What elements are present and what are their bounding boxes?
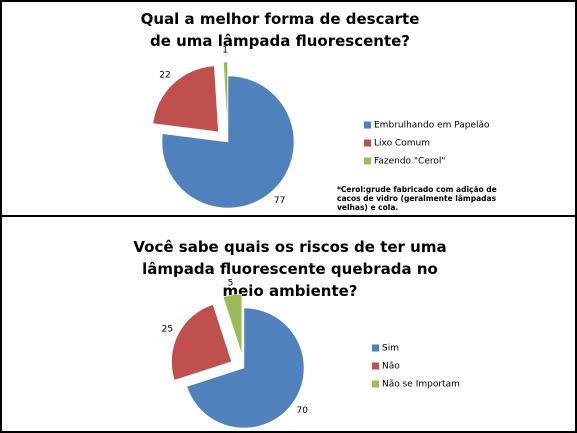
data-label: 5 bbox=[228, 279, 234, 289]
pie-slice bbox=[223, 61, 228, 129]
legend-swatch bbox=[364, 139, 371, 147]
data-label: 77 bbox=[274, 196, 285, 206]
chart-title: Você sabe quais os riscos de ter uma lâm… bbox=[133, 238, 447, 300]
data-label: 22 bbox=[159, 70, 170, 80]
data-label: 70 bbox=[297, 406, 309, 416]
legend-label: Embrulhando em Papelão bbox=[374, 121, 490, 131]
pie-slice bbox=[186, 307, 305, 429]
separator bbox=[0, 215, 577, 217]
pie-slice bbox=[161, 75, 295, 209]
annotation: *Cerol:grude fabricado com adição de cac… bbox=[337, 185, 497, 212]
legend-label: Sim bbox=[382, 344, 399, 354]
legend-swatch bbox=[364, 157, 371, 165]
legend-swatch bbox=[372, 362, 379, 370]
legend-label: Fazendo "Cerol" bbox=[374, 157, 446, 167]
legend-label: Não bbox=[382, 362, 400, 372]
pie-slice bbox=[222, 293, 243, 355]
chart-title: Qual a melhor forma de descarte de uma l… bbox=[140, 10, 420, 50]
legend-swatch bbox=[364, 121, 371, 129]
legend-label: Lixo Comum bbox=[374, 139, 430, 149]
legend-swatch bbox=[372, 344, 379, 352]
data-label: 25 bbox=[162, 324, 173, 334]
pie-slice bbox=[171, 304, 232, 381]
legend-label: Não se Importam bbox=[382, 380, 460, 390]
legend-swatch bbox=[372, 380, 379, 388]
data-label: 1 bbox=[222, 46, 228, 56]
pie-slice bbox=[152, 65, 219, 133]
